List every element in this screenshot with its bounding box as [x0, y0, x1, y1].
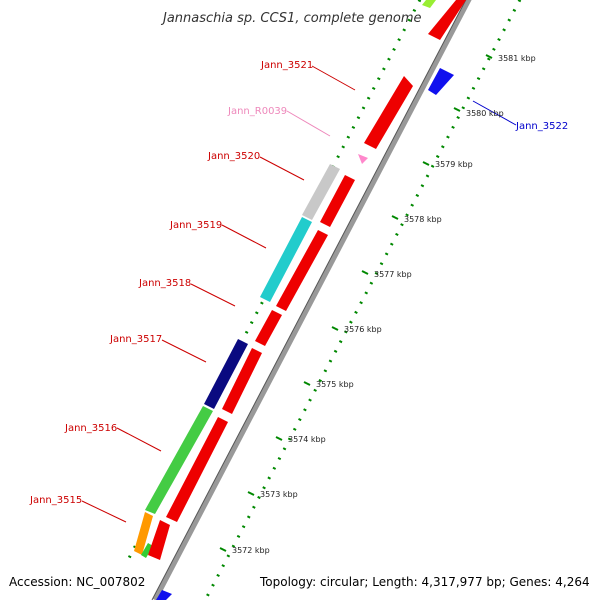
leader-3515 [81, 500, 127, 523]
kbp-scale: 3572 kbp 3573 kbp 3574 kbp 3575 kbp 3576… [219, 54, 536, 555]
cog-block-cyan [260, 217, 312, 302]
kbp-label-3574: 3574 kbp [288, 435, 326, 444]
kbp-tick-3573 [247, 491, 255, 496]
kbp-label-3572: 3572 kbp [232, 546, 270, 555]
gene-label-3521[interactable]: Jann_3521 [260, 60, 313, 71]
leader-3520 [259, 156, 305, 181]
outer-dotted-ring [203, 0, 522, 600]
kbp-tick-3575 [303, 381, 311, 386]
kbp-tick-3581 [485, 54, 493, 59]
gene-arrow-3516[interactable] [166, 417, 228, 522]
leader-R0039 [286, 110, 331, 137]
cog-block-navy [204, 339, 248, 409]
gene-arrow-3519[interactable] [276, 230, 328, 311]
kbp-label-3575: 3575 kbp [316, 380, 354, 389]
kbp-label-3573: 3573 kbp [260, 490, 298, 499]
cog-block-lime [422, 0, 436, 8]
gene-arrow-3521[interactable] [364, 76, 413, 149]
kbp-label-3578: 3578 kbp [404, 215, 442, 224]
kbp-tick-3577 [361, 270, 369, 275]
gene-label-3515[interactable]: Jann_3515 [29, 495, 82, 506]
leader-3521 [311, 65, 356, 91]
cog-block-green-small [141, 543, 153, 558]
genome-backbone-edge [151, 0, 467, 600]
leader-3517 [161, 339, 207, 363]
gene-arrow-3522[interactable] [428, 68, 454, 95]
gene-label-3518[interactable]: Jann_3518 [138, 278, 191, 289]
kbp-tick-3578 [391, 215, 399, 220]
gene-label-3516[interactable]: Jann_3516 [64, 423, 117, 434]
cog-block-grey [302, 164, 340, 220]
kbp-tick-3576 [331, 326, 339, 331]
kbp-label-3576: 3576 kbp [344, 325, 382, 334]
gene-arrow-top[interactable] [428, 0, 466, 40]
kbp-label-3580: 3580 kbp [466, 109, 504, 118]
kbp-tick-3572 [219, 547, 227, 552]
gene-label-3517[interactable]: Jann_3517 [109, 334, 162, 345]
gene-label-R0039[interactable]: Jann_R0039 [227, 106, 287, 117]
kbp-tick-3580 [453, 107, 461, 112]
gene-label-3520[interactable]: Jann_3520 [207, 151, 260, 162]
cog-block-orange [134, 512, 153, 555]
map-title: Jannaschia sp. CCS1, complete genome [160, 11, 422, 26]
leader-3516 [116, 427, 162, 452]
accession-text: Accession: NC_007802 [9, 575, 145, 589]
kbp-label-3579: 3579 kbp [435, 160, 473, 169]
cog-block-green [145, 406, 213, 514]
topology-text: Topology: circular; Length: 4,317,977 bp… [259, 575, 590, 589]
gene-arrow-bottom[interactable] [156, 590, 172, 600]
gene-arrow-3517[interactable] [222, 348, 262, 414]
leader-3522 [472, 100, 517, 126]
kbp-tick-3579 [422, 161, 430, 166]
gene-label-group: Jann_3515 Jann_3516 Jann_3517 Jann_3518 … [29, 60, 568, 523]
kbp-label-3577: 3577 kbp [374, 270, 412, 279]
genome-backbone [152, 0, 472, 600]
gene-arrow-3515[interactable] [148, 520, 170, 560]
kbp-tick-3574 [275, 436, 283, 441]
gene-label-3522[interactable]: Jann_3522 [515, 121, 568, 132]
leader-3519 [221, 224, 267, 249]
gene-arrow-3518a[interactable] [255, 310, 282, 346]
gene-label-3519[interactable]: Jann_3519 [169, 220, 222, 231]
kbp-label-3581: 3581 kbp [498, 54, 536, 63]
leader-3518 [190, 283, 236, 307]
gene-arrow-3520[interactable] [320, 175, 355, 227]
rna-arrow-R0039[interactable] [358, 154, 368, 164]
